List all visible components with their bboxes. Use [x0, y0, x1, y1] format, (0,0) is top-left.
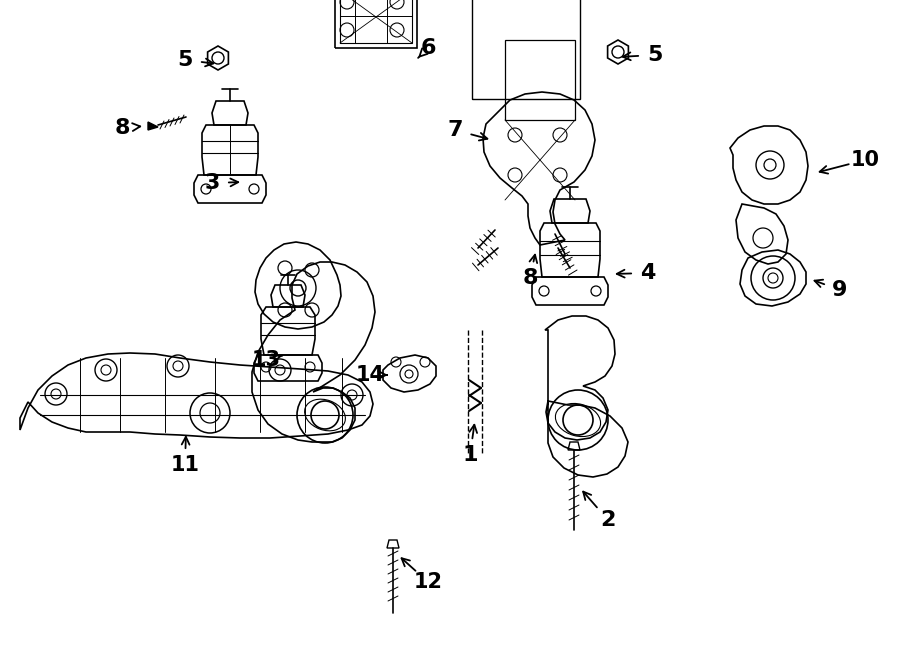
Text: 8: 8: [522, 268, 538, 288]
Text: 13: 13: [251, 350, 281, 370]
Bar: [505, 40, 575, 120]
Text: 7: 7: [447, 120, 463, 140]
Polygon shape: [148, 122, 158, 130]
Text: 8: 8: [114, 118, 130, 138]
Text: 5: 5: [177, 50, 193, 70]
Text: 5: 5: [647, 45, 662, 65]
Bar: [340, 0, 412, 43]
Bar: [472, 0, 580, 99]
Text: 3: 3: [204, 173, 220, 193]
Text: 4: 4: [640, 263, 656, 283]
Text: 2: 2: [600, 510, 616, 530]
Text: 11: 11: [170, 455, 200, 475]
Text: 9: 9: [832, 280, 848, 300]
Text: 12: 12: [413, 572, 443, 592]
Text: 6: 6: [420, 38, 436, 58]
Text: 10: 10: [850, 150, 879, 170]
Bar: [335, 0, 417, 48]
Text: 1: 1: [463, 445, 478, 465]
Text: 14: 14: [356, 365, 384, 385]
